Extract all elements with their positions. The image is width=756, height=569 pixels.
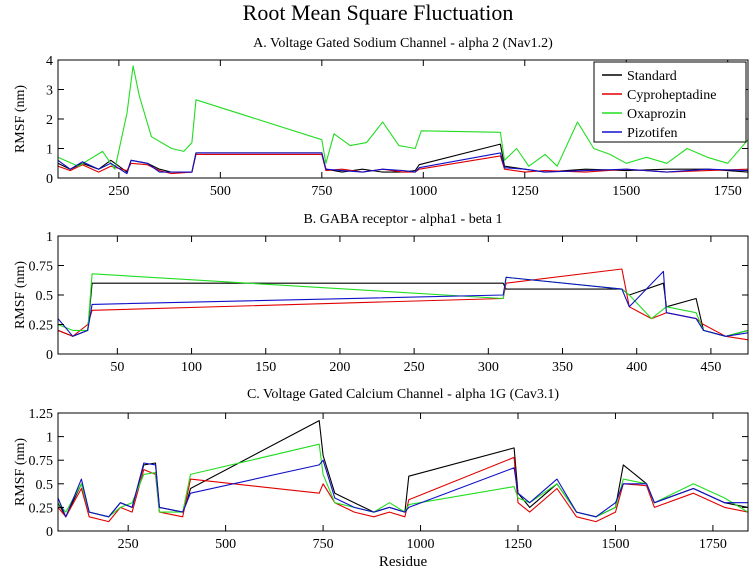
- x-tick-label: 400: [626, 360, 647, 375]
- x-tick-label: 150: [255, 360, 276, 375]
- x-tick-label: 1250: [504, 537, 532, 552]
- series-line-cyproheptadine: [58, 268, 748, 341]
- y-tick-label: 0.25: [29, 319, 54, 334]
- x-tick-label: 750: [313, 537, 334, 552]
- panel-title: B. GABA receptor - alpha1 - beta 1: [303, 212, 502, 227]
- y-tick-label: 0: [46, 172, 53, 187]
- legend-label: Oxaprozin: [627, 107, 686, 122]
- x-axis-label: Residue: [379, 554, 428, 569]
- y-tick-label: 2: [46, 113, 53, 128]
- legend-label: Cyproheptadine: [627, 88, 716, 103]
- series-line-pizotifen: [58, 270, 748, 337]
- x-tick-label: 200: [329, 360, 350, 375]
- x-tick-label: 50: [110, 360, 124, 375]
- figure-title: Root Mean Square Fluctuation: [243, 0, 514, 25]
- panel-title: C. Voltage Gated Calcium Channel - alpha…: [247, 387, 559, 402]
- series-line-pizotifen: [58, 152, 748, 175]
- x-tick-label: 300: [478, 360, 499, 375]
- y-tick-label: 1: [46, 431, 53, 446]
- y-tick-label: 4: [46, 54, 53, 69]
- plot-frame: [57, 235, 749, 355]
- y-tick-label: 0.75: [29, 454, 54, 469]
- x-tick-label: 1250: [511, 184, 539, 199]
- panel-0: A. Voltage Gated Sodium Channel - alpha …: [13, 36, 749, 199]
- y-tick-label: 1.25: [29, 407, 54, 422]
- x-tick-label: 750: [311, 184, 332, 199]
- y-tick-label: 0.5: [36, 478, 54, 493]
- y-tick-label: 0.75: [29, 260, 54, 275]
- y-tick-label: 0.25: [29, 501, 54, 516]
- x-tick-label: 350: [552, 360, 573, 375]
- x-tick-label: 500: [210, 184, 231, 199]
- x-tick-label: 250: [118, 537, 139, 552]
- panel-1: B. GABA receptor - alpha1 - beta 1 RMSF (…: [13, 212, 749, 375]
- x-tick-label: 1750: [699, 537, 727, 552]
- x-tick-label: 250: [108, 184, 129, 199]
- series-group: [58, 65, 748, 175]
- x-tick-label: 1500: [612, 184, 640, 199]
- plot-frame: [57, 412, 749, 532]
- series-line-oxaprozin: [58, 65, 748, 170]
- y-axis-label: RMSF (nm): [13, 438, 28, 506]
- series-line-pizotifen: [58, 459, 748, 518]
- series-group: [58, 420, 748, 523]
- y-tick-label: 1: [46, 143, 53, 158]
- y-axis-label: RMSF (nm): [13, 85, 28, 153]
- y-axis-label: RMSF (nm): [13, 261, 28, 329]
- legend-label: Pizotifen: [627, 126, 678, 141]
- x-tick-label: 1500: [601, 537, 629, 552]
- panel-2: C. Voltage Gated Calcium Channel - alpha…: [13, 387, 749, 552]
- x-tick-label: 1000: [407, 537, 435, 552]
- x-tick-label: 250: [404, 360, 425, 375]
- legend-label: Standard: [627, 69, 677, 84]
- x-tick-label: 500: [215, 537, 236, 552]
- series-group: [58, 268, 748, 341]
- series-line-oxaprozin: [58, 443, 748, 518]
- legend: Standard Cyproheptadine Oxaprozin Pizotifen: [593, 61, 747, 143]
- x-tick-label: 1000: [409, 184, 437, 199]
- series-line-standard: [58, 420, 748, 518]
- x-tick-label: 450: [700, 360, 721, 375]
- y-tick-label: 0.5: [36, 289, 54, 304]
- x-tick-label: 100: [181, 360, 202, 375]
- y-tick-label: 0: [46, 525, 53, 540]
- y-tick-label: 1: [46, 230, 53, 245]
- panel-title: A. Voltage Gated Sodium Channel - alpha …: [253, 36, 553, 51]
- panels: A. Voltage Gated Sodium Channel - alpha …: [13, 36, 749, 552]
- x-tick-label: 1750: [714, 184, 742, 199]
- y-tick-label: 3: [46, 84, 53, 99]
- y-tick-label: 0: [46, 348, 53, 363]
- series-line-cyproheptadine: [58, 456, 748, 523]
